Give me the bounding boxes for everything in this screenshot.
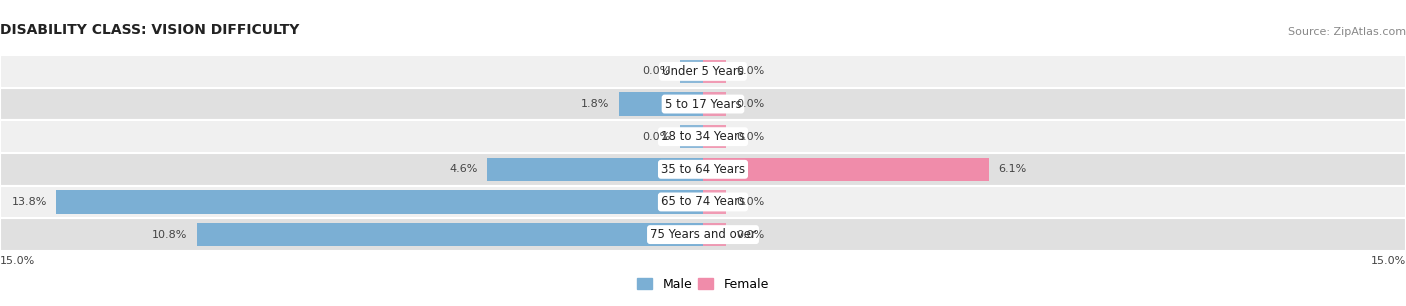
- Bar: [488, 158, 703, 181]
- Text: DISABILITY CLASS: VISION DIFFICULTY: DISABILITY CLASS: VISION DIFFICULTY: [0, 23, 299, 37]
- Bar: [703, 158, 988, 181]
- Text: 15.0%: 15.0%: [0, 256, 35, 266]
- Text: 4.6%: 4.6%: [450, 164, 478, 174]
- Text: 0.0%: 0.0%: [735, 197, 763, 207]
- Bar: [0, 55, 1406, 88]
- Bar: [703, 158, 727, 181]
- Bar: [703, 92, 727, 116]
- Bar: [0, 153, 1406, 186]
- Text: 10.8%: 10.8%: [152, 230, 187, 240]
- Bar: [0, 88, 1406, 120]
- Text: Under 5 Years: Under 5 Years: [662, 65, 744, 78]
- Bar: [679, 92, 703, 116]
- Bar: [679, 158, 703, 181]
- Bar: [0, 186, 1406, 218]
- Text: 1.8%: 1.8%: [581, 99, 609, 109]
- Text: 13.8%: 13.8%: [11, 197, 46, 207]
- Legend: Male, Female: Male, Female: [633, 273, 773, 296]
- Bar: [0, 120, 1406, 153]
- Text: 5 to 17 Years: 5 to 17 Years: [665, 98, 741, 110]
- Bar: [703, 223, 727, 246]
- Text: 75 Years and over: 75 Years and over: [650, 228, 756, 241]
- Text: Source: ZipAtlas.com: Source: ZipAtlas.com: [1288, 27, 1406, 37]
- Text: 18 to 34 Years: 18 to 34 Years: [661, 130, 745, 143]
- Bar: [0, 218, 1406, 251]
- Bar: [703, 60, 727, 83]
- Text: 15.0%: 15.0%: [1371, 256, 1406, 266]
- Text: 0.0%: 0.0%: [735, 230, 763, 240]
- Bar: [679, 60, 703, 83]
- Text: 65 to 74 Years: 65 to 74 Years: [661, 196, 745, 208]
- Text: 0.0%: 0.0%: [643, 132, 671, 142]
- Text: 0.0%: 0.0%: [735, 132, 763, 142]
- Bar: [56, 190, 703, 214]
- Text: 0.0%: 0.0%: [735, 66, 763, 76]
- Text: 35 to 64 Years: 35 to 64 Years: [661, 163, 745, 176]
- Bar: [679, 125, 703, 148]
- Bar: [679, 190, 703, 214]
- Text: 0.0%: 0.0%: [735, 99, 763, 109]
- Bar: [679, 223, 703, 246]
- Bar: [703, 125, 727, 148]
- Text: 0.0%: 0.0%: [643, 66, 671, 76]
- Text: 6.1%: 6.1%: [998, 164, 1026, 174]
- Bar: [703, 190, 727, 214]
- Bar: [619, 92, 703, 116]
- Bar: [197, 223, 703, 246]
